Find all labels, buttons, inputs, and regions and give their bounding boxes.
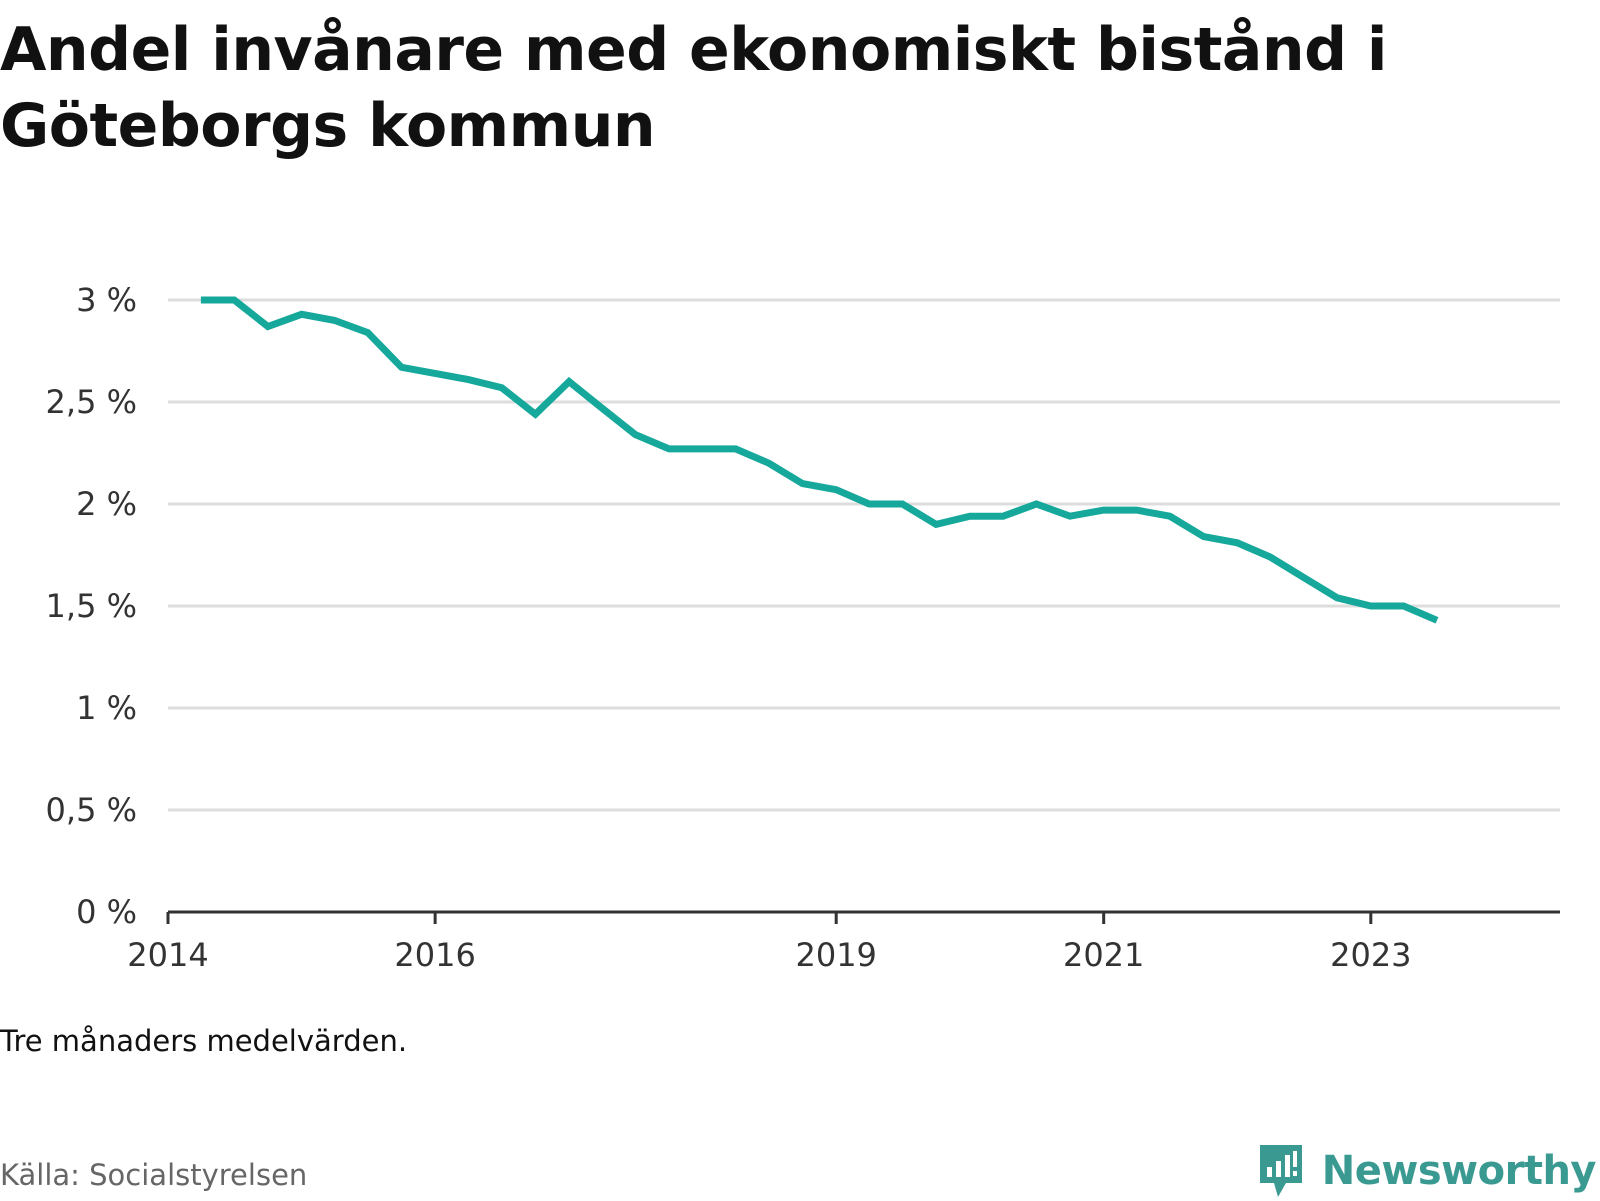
x-tick-label: 2016: [394, 936, 475, 974]
newsworthy-logo-icon: [1259, 1145, 1302, 1197]
data-point: [1200, 533, 1207, 540]
data-point: [264, 323, 271, 330]
data-point: [1000, 513, 1007, 520]
data-point: [866, 501, 873, 508]
series-line-0: [200, 296, 1439, 624]
chart-note: Tre månaders medelvärden.: [0, 1024, 408, 1058]
y-tick-label: 1,5 %: [46, 587, 137, 625]
data-point: [1100, 507, 1107, 514]
data-point: [1067, 513, 1074, 520]
data-point: [532, 411, 539, 418]
chart-title: Andel invånare med ekonomiskt bistånd i …: [0, 15, 1387, 161]
newsworthy-logo: Newsworthy: [1256, 1141, 1597, 1201]
y-axis-ticks: 0 % 0,5 % 1 % 1,5 % 2 % 2,5 % 3 %: [46, 281, 137, 931]
data-point: [632, 431, 639, 438]
data-point: [432, 370, 439, 377]
gridlines: [168, 298, 1560, 812]
series-layer: [197, 296, 1441, 624]
data-point: [665, 445, 672, 452]
data-point: [1033, 501, 1040, 508]
data-point: [364, 329, 371, 336]
data-point: [765, 460, 772, 467]
data-point: [933, 521, 940, 528]
x-tick-label: 2019: [795, 936, 876, 974]
data-point: [1300, 574, 1307, 581]
x-axis-ticks: 2014 2016 2019 2021 2023: [127, 912, 1412, 974]
data-point: [298, 311, 305, 318]
data-point: [1267, 554, 1274, 561]
data-point: [1400, 603, 1407, 610]
data-point: [197, 297, 204, 304]
y-tick-label: 0 %: [76, 893, 137, 931]
data-point: [566, 378, 573, 385]
y-tick-label: 3 %: [76, 281, 137, 319]
data-point: [1166, 513, 1173, 520]
data-point: [398, 364, 405, 371]
data-point: [331, 317, 338, 324]
data-point: [966, 513, 973, 520]
data-point: [1367, 603, 1374, 610]
brand-name: Newsworthy: [1321, 1148, 1597, 1194]
data-point: [231, 297, 238, 304]
data-point: [699, 445, 706, 452]
data-point: [598, 405, 605, 412]
line-chart: 0 % 0,5 % 1 % 1,5 % 2 % 2,5 % 3 % 2014 2016 2019…: [46, 281, 1560, 974]
source-credit: Källa: Socialstyrelsen: [0, 1158, 308, 1192]
data-point: [899, 501, 906, 508]
y-tick-label: 0,5 %: [46, 791, 137, 829]
data-point: [833, 486, 840, 493]
x-tick-label: 2014: [127, 936, 208, 974]
data-point: [498, 384, 505, 391]
data-point: [1334, 594, 1341, 601]
data-point: [732, 445, 739, 452]
x-tick-label: 2021: [1063, 936, 1144, 974]
data-point: [799, 480, 806, 487]
y-tick-label: 2,5 %: [46, 383, 137, 421]
data-point: [465, 376, 472, 383]
y-tick-label: 2 %: [76, 485, 137, 523]
data-point: [1234, 539, 1241, 546]
data-point: [1133, 507, 1140, 514]
y-tick-label: 1 %: [76, 689, 137, 727]
x-tick-label: 2023: [1330, 936, 1411, 974]
data-point: [1434, 617, 1441, 624]
